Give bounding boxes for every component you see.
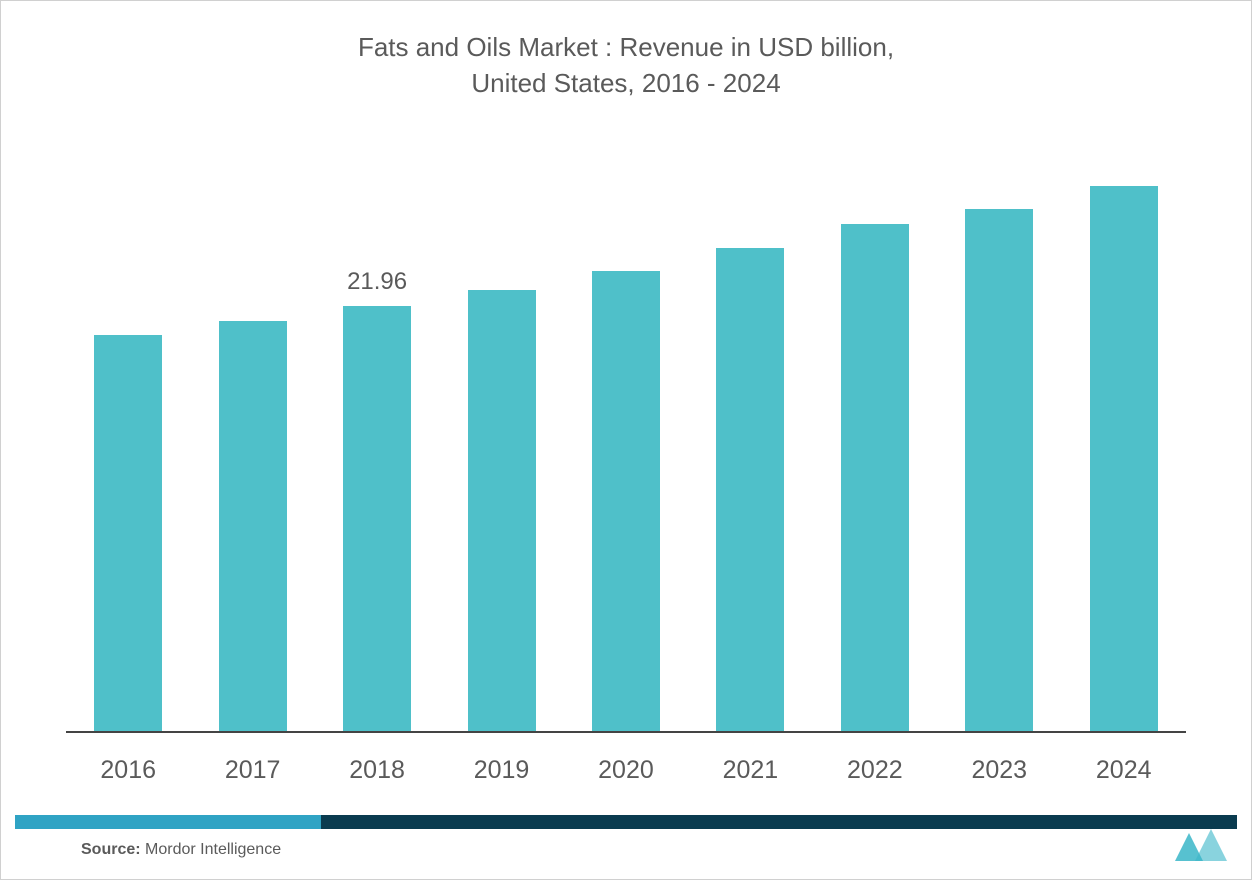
bar-slot bbox=[1062, 151, 1186, 731]
bar bbox=[468, 290, 536, 731]
x-axis-labels: 201620172018201920202021202220232024 bbox=[66, 756, 1186, 785]
x-axis-label: 2021 bbox=[688, 756, 812, 785]
bar-data-label: 21.96 bbox=[347, 268, 407, 296]
bar bbox=[716, 248, 784, 731]
x-axis-line bbox=[66, 731, 1186, 733]
bar bbox=[343, 306, 411, 731]
bar-slot: 21.96 bbox=[315, 151, 439, 731]
bars-wrapper: 21.96 bbox=[66, 151, 1186, 731]
chart-title-area: Fats and Oils Market : Revenue in USD bi… bbox=[1, 1, 1251, 102]
bar-slot bbox=[190, 151, 314, 731]
bar bbox=[592, 271, 660, 731]
logo-icon bbox=[1173, 825, 1229, 865]
source-attribution: Source: Mordor Intelligence bbox=[81, 841, 281, 859]
bar-slot bbox=[564, 151, 688, 731]
chart-title-line1: Fats and Oils Market : Revenue in USD bi… bbox=[1, 29, 1251, 65]
bar-slot bbox=[439, 151, 563, 731]
chart-container: Fats and Oils Market : Revenue in USD bi… bbox=[0, 0, 1252, 880]
x-axis-label: 2022 bbox=[813, 756, 937, 785]
chart-title-line2: United States, 2016 - 2024 bbox=[1, 65, 1251, 101]
footer-accent-bar bbox=[15, 815, 1237, 829]
bar bbox=[1090, 186, 1158, 731]
bar bbox=[965, 209, 1033, 731]
bar-slot bbox=[937, 151, 1061, 731]
bar bbox=[841, 224, 909, 731]
bar-slot bbox=[66, 151, 190, 731]
x-axis-label: 2019 bbox=[439, 756, 563, 785]
source-prefix: Source: bbox=[81, 841, 141, 858]
source-name: Mordor Intelligence bbox=[141, 841, 282, 858]
footer-bar-segment-dark bbox=[321, 815, 1238, 829]
plot-area: 21.96 bbox=[66, 151, 1186, 731]
bar-slot bbox=[813, 151, 937, 731]
bar bbox=[219, 321, 287, 731]
bar-slot bbox=[688, 151, 812, 731]
brand-logo bbox=[1173, 825, 1229, 865]
x-axis-label: 2024 bbox=[1062, 756, 1186, 785]
x-axis-label: 2023 bbox=[937, 756, 1061, 785]
bar bbox=[94, 335, 162, 731]
x-axis-label: 2016 bbox=[66, 756, 190, 785]
x-axis-label: 2020 bbox=[564, 756, 688, 785]
x-axis-label: 2017 bbox=[190, 756, 314, 785]
footer-bar-segment-light bbox=[15, 815, 321, 829]
x-axis-label: 2018 bbox=[315, 756, 439, 785]
